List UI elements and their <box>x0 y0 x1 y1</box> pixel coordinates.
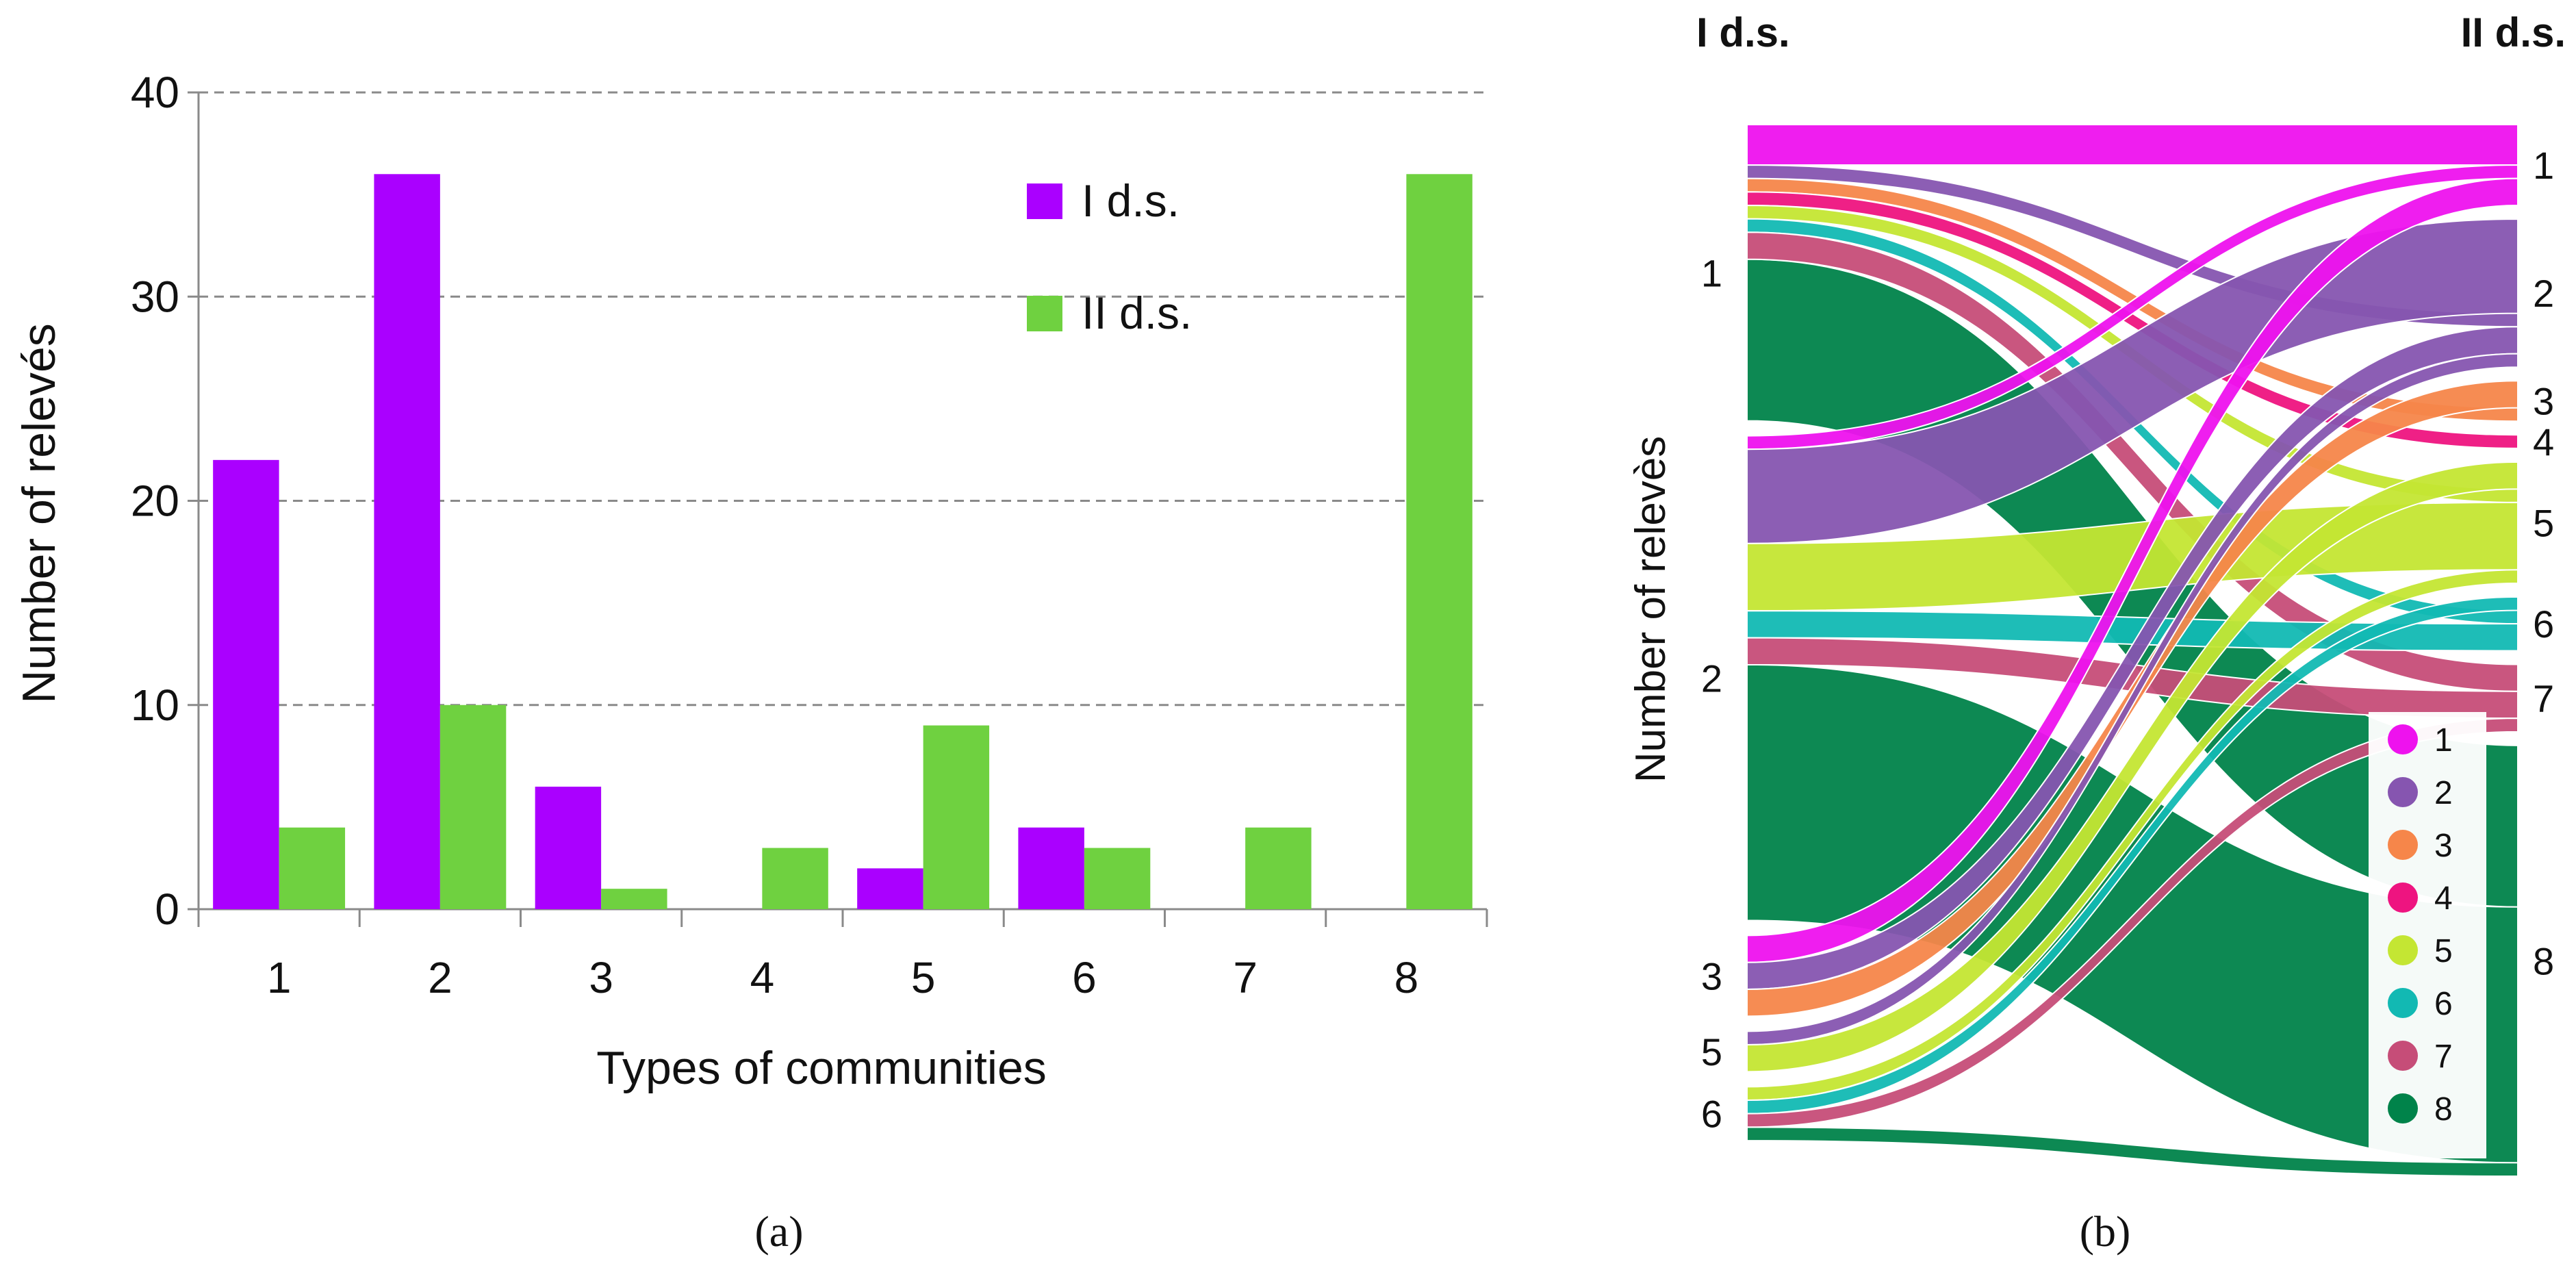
x-axis-label: Types of communities <box>596 1042 1047 1094</box>
y-tick-label: 40 <box>131 68 179 117</box>
legend-label: 4 <box>2434 880 2453 917</box>
flow-6-to-7 <box>1746 717 2518 1128</box>
right-node-label: 7 <box>2533 677 2554 720</box>
x-tick-label: 4 <box>750 953 775 1002</box>
flow-5-to-2 <box>1746 353 2518 1046</box>
flow-6-to-8 <box>1746 1126 2518 1178</box>
legend-label: 1 <box>2434 722 2453 759</box>
flow-2-to-6 <box>1746 610 2518 652</box>
legend-box <box>2369 712 2486 1158</box>
legend-dot <box>2388 1041 2418 1071</box>
legend-label: 7 <box>2434 1039 2453 1075</box>
left-node-label: 2 <box>1701 657 1722 700</box>
legend-dot <box>2388 724 2418 754</box>
bars <box>213 174 1472 909</box>
x-tick-label: 8 <box>1394 953 1419 1002</box>
x-tick-label: 3 <box>589 953 613 1002</box>
right-node-label: 8 <box>2533 939 2554 982</box>
legend-label: 5 <box>2434 933 2453 969</box>
bar-ii-ds-8 <box>1406 174 1472 909</box>
tick-labels: 0 10 20 30 40 1 2 3 4 5 6 7 8 <box>131 68 1418 1002</box>
x-tick-label: 1 <box>267 953 292 1002</box>
right-node-label: 3 <box>2533 380 2554 423</box>
right-node-label: 1 <box>2533 144 2554 187</box>
legend: I d.s. II d.s. <box>1027 175 1192 338</box>
bar-chart-panel-a: 0 10 20 30 40 1 2 3 4 5 6 7 8 Types of communities N… <box>13 68 1488 1256</box>
y-tick-label: 0 <box>155 885 179 934</box>
sankey-y-axis-label: Number of relevès <box>1627 436 1674 783</box>
legend-label: 2 <box>2434 775 2453 811</box>
legend-dot <box>2388 777 2418 807</box>
right-node-label: 4 <box>2533 420 2554 463</box>
bar-ii-ds-1 <box>279 827 346 909</box>
flow-1-to-1 <box>1746 123 2518 166</box>
right-column-title: II d.s. <box>2461 10 2566 55</box>
bar-ii-ds-6 <box>1084 848 1151 909</box>
flow-6-to-5 <box>1746 569 2518 1102</box>
bar-ii-ds-7 <box>1245 827 1312 909</box>
bar-ii-ds-4 <box>762 848 828 909</box>
legend-label: 6 <box>2434 986 2453 1022</box>
x-tick-label: 6 <box>1072 953 1097 1002</box>
x-tick-label: 7 <box>1233 953 1258 1002</box>
panel-label-a: (a) <box>754 1207 803 1256</box>
y-axis-label: Number of relevés <box>13 323 65 704</box>
bar-i-ds-5 <box>857 868 923 909</box>
left-node-label: 1 <box>1701 251 1722 294</box>
x-tick-label: 5 <box>911 953 936 1002</box>
y-tick-label: 20 <box>131 477 179 526</box>
flow-3-to-1 <box>1746 177 2518 963</box>
legend-dot <box>2388 882 2418 913</box>
legend-swatch <box>1027 183 1062 219</box>
bar-i-ds-3 <box>535 787 602 909</box>
legend-dot <box>2388 1093 2418 1123</box>
gridlines <box>199 91 1487 707</box>
bar-ii-ds-2 <box>439 704 507 909</box>
flow-1-to-4 <box>1746 191 2518 449</box>
legend-dot <box>2388 830 2418 860</box>
bar-i-ds-6 <box>1018 827 1084 909</box>
right-node-label: 5 <box>2533 501 2554 544</box>
right-node-label: 6 <box>2533 602 2554 646</box>
x-tick-label: 2 <box>428 953 452 1002</box>
legend-label: II d.s. <box>1082 288 1192 338</box>
y-tick-label: 10 <box>131 681 179 730</box>
y-tick-label: 30 <box>131 272 179 321</box>
legend-label: I d.s. <box>1082 175 1179 226</box>
left-node-label: 3 <box>1701 954 1722 998</box>
panel-label-b: (b) <box>2080 1207 2131 1256</box>
sankey-legend: 1 2 3 4 5 6 7 8 <box>2369 712 2486 1158</box>
right-node-label: 2 <box>2533 272 2554 315</box>
left-node-label: 6 <box>1701 1093 1722 1136</box>
legend-swatch <box>1027 296 1062 331</box>
left-node-label: 5 <box>1701 1030 1722 1074</box>
legend-label: 8 <box>2434 1091 2453 1128</box>
legend-dot <box>2388 935 2418 965</box>
flow-6-to-6 <box>1746 596 2518 1115</box>
legend-dot <box>2388 988 2418 1018</box>
left-column-title: I d.s. <box>1696 10 1790 55</box>
bar-ii-ds-5 <box>923 725 990 909</box>
legend-label: 3 <box>2434 828 2453 864</box>
bar-i-ds-1 <box>213 459 279 909</box>
sankey-flows <box>1746 123 2518 1178</box>
flow-5-to-5 <box>1746 461 2518 1073</box>
bar-ii-ds-3 <box>601 889 667 909</box>
flow-2-to-2 <box>1746 218 2518 544</box>
bar-i-ds-2 <box>374 174 440 909</box>
